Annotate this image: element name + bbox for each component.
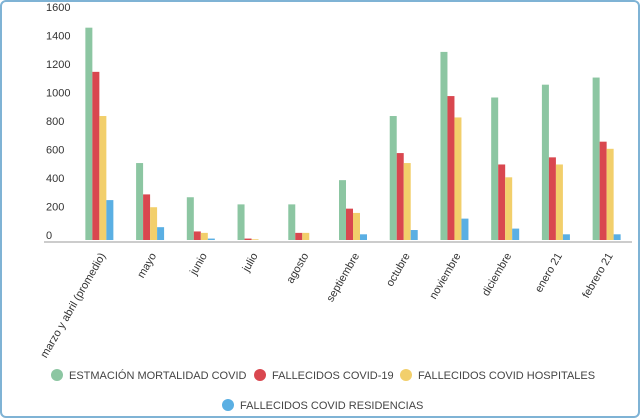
bar — [353, 212, 360, 240]
bar — [548, 157, 556, 240]
x-tick-label: enero 21 — [533, 251, 565, 295]
legend-marker — [400, 369, 412, 381]
bar — [396, 153, 404, 240]
bar — [447, 96, 455, 240]
bar — [237, 204, 245, 240]
bar — [613, 234, 621, 240]
bar — [143, 194, 151, 240]
legend-label: FALLECIDOS COVID-19 — [272, 370, 394, 382]
bar — [555, 164, 563, 240]
legend-marker — [254, 369, 266, 381]
bar — [295, 232, 303, 240]
y-tick-label: 1600 — [46, 2, 70, 14]
bar — [150, 207, 158, 240]
bar — [136, 163, 144, 240]
y-tick-label: 400 — [46, 173, 64, 185]
y-tick-label: 0 — [46, 230, 52, 242]
bar — [339, 180, 346, 240]
x-tick-label: marzo y abril (promedio) — [38, 251, 108, 360]
y-tick-label: 1200 — [46, 59, 70, 71]
bar — [360, 234, 367, 240]
bar — [410, 230, 418, 240]
bar — [251, 239, 259, 240]
y-tick-label: 1000 — [46, 87, 70, 99]
bar — [92, 71, 100, 240]
bar — [562, 234, 570, 240]
bar — [505, 177, 513, 240]
bar — [599, 141, 607, 240]
bar — [498, 164, 506, 240]
legend-marker — [51, 369, 63, 381]
legend-label: FALLECIDOS COVID RESIDENCIAS — [240, 400, 423, 412]
bar — [244, 238, 252, 240]
legend-label: ESTMACIÓN MORTALIDAD COVID — [69, 369, 247, 382]
bar — [491, 97, 499, 240]
y-tick-label: 800 — [46, 116, 64, 128]
bar — [106, 200, 114, 240]
bar — [389, 116, 397, 240]
bar — [541, 84, 549, 240]
x-tick-label: septiembre — [325, 251, 363, 304]
bar — [592, 77, 600, 240]
bar — [454, 117, 462, 240]
bar — [440, 51, 448, 241]
bar — [186, 197, 194, 240]
bar — [403, 163, 411, 240]
bar — [461, 218, 469, 240]
x-tick-label: febrero 21 — [580, 251, 615, 300]
x-tick-label: noviembre — [427, 251, 463, 301]
bar — [193, 231, 201, 240]
bar — [99, 116, 107, 240]
x-tick-label: octubre — [384, 251, 413, 289]
bar — [85, 27, 93, 240]
y-tick-label: 600 — [46, 144, 64, 156]
bar — [512, 228, 520, 240]
bar — [207, 238, 215, 240]
x-tick-label: junio — [187, 251, 210, 278]
bar — [288, 204, 296, 240]
legend-marker — [222, 399, 234, 411]
bar — [606, 148, 614, 240]
y-tick-label: 200 — [46, 201, 64, 213]
x-tick-label: diciembre — [480, 251, 514, 298]
x-tick-label: julio — [240, 251, 261, 275]
bar — [302, 232, 310, 240]
y-tick-label: 1400 — [46, 30, 70, 42]
bar — [157, 227, 165, 240]
legend-label: FALLECIDOS COVID HOSPITALES — [418, 370, 595, 382]
x-tick-label: agosto — [284, 251, 311, 286]
bar — [346, 208, 353, 240]
x-tick-label: mayo — [135, 251, 159, 280]
bar — [200, 232, 208, 240]
